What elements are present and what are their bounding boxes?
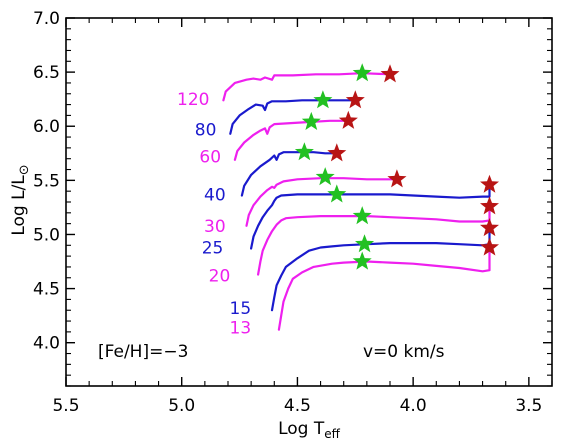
x-tick-label: 4.0 [400, 396, 427, 416]
mass-label-40: 40 [204, 185, 226, 205]
plot-frame [65, 17, 553, 387]
mass-label-60: 60 [199, 148, 221, 168]
axis-ticks [65, 17, 553, 387]
track-13 [277, 246, 491, 331]
mass-label-25: 25 [202, 238, 224, 258]
track-25 [250, 184, 491, 250]
red-star-marker-25 [480, 174, 499, 193]
mass-label-120: 120 [177, 90, 209, 110]
y-axis-title-subscript: ⊙ [17, 164, 32, 175]
mass-label-13: 13 [230, 319, 252, 339]
green-star-marker-120 [352, 63, 372, 82]
evolutionary-tracks [222, 72, 491, 331]
track-15 [270, 226, 491, 312]
y-tick-label: 7.0 [33, 9, 60, 29]
track-20 [257, 205, 491, 276]
y-tick-label: 6.0 [33, 117, 60, 137]
green-star-marker-25 [327, 184, 347, 203]
green-star-marker-15 [355, 234, 375, 253]
track-120 [222, 72, 392, 102]
green-star-marker-80 [313, 90, 333, 109]
red-star-marker-120 [380, 64, 400, 83]
green-star-marker-60 [301, 111, 321, 130]
track-40 [240, 151, 338, 197]
x-tick-label: 4.5 [284, 396, 311, 416]
y-tick-label: 5.5 [33, 171, 60, 191]
track-30 [245, 177, 398, 227]
y-tick-label: 4.0 [33, 334, 60, 354]
track-80 [229, 99, 357, 135]
red-star-marker-13 [480, 237, 499, 256]
y-tick-label: 4.5 [33, 280, 60, 300]
x-tick-label: 3.5 [515, 396, 542, 416]
x-axis-title-subscript: eff [324, 427, 340, 441]
red-star-marker-20 [480, 196, 499, 215]
y-tick-label: 5.0 [33, 225, 60, 245]
x-tick-label: 5.0 [168, 396, 195, 416]
y-tick-label: 6.5 [33, 63, 60, 83]
mass-label-30: 30 [204, 217, 226, 237]
x-axis-title: Log Teff [278, 419, 341, 441]
rotation-annotation: v=0 km/s [363, 342, 445, 362]
mass-label-80: 80 [195, 120, 217, 140]
green-star-marker-13 [352, 251, 372, 270]
green-star-marker-30 [315, 167, 335, 186]
red-star-marker-40 [327, 143, 347, 162]
red-star-marker-15 [480, 218, 499, 237]
star-markers [294, 63, 499, 270]
x-tick-label: 5.5 [52, 396, 79, 416]
red-star-marker-80 [345, 90, 365, 109]
green-star-marker-40 [294, 142, 314, 161]
mass-label-15: 15 [230, 299, 252, 319]
y-axis-title: Log L/L⊙ [9, 164, 32, 235]
mass-label-20: 20 [209, 267, 231, 287]
axis-tick-labels: 5.5 5.0 4.5 4.0 3.5 4.0 4.5 5.0 5.5 6.0 6.5 7.0 [33, 9, 542, 416]
red-star-marker-60 [338, 110, 358, 129]
red-star-marker-30 [387, 169, 407, 188]
metallicity-annotation: [Fe/H]=−3 [98, 342, 188, 362]
green-star-marker-20 [352, 206, 372, 225]
